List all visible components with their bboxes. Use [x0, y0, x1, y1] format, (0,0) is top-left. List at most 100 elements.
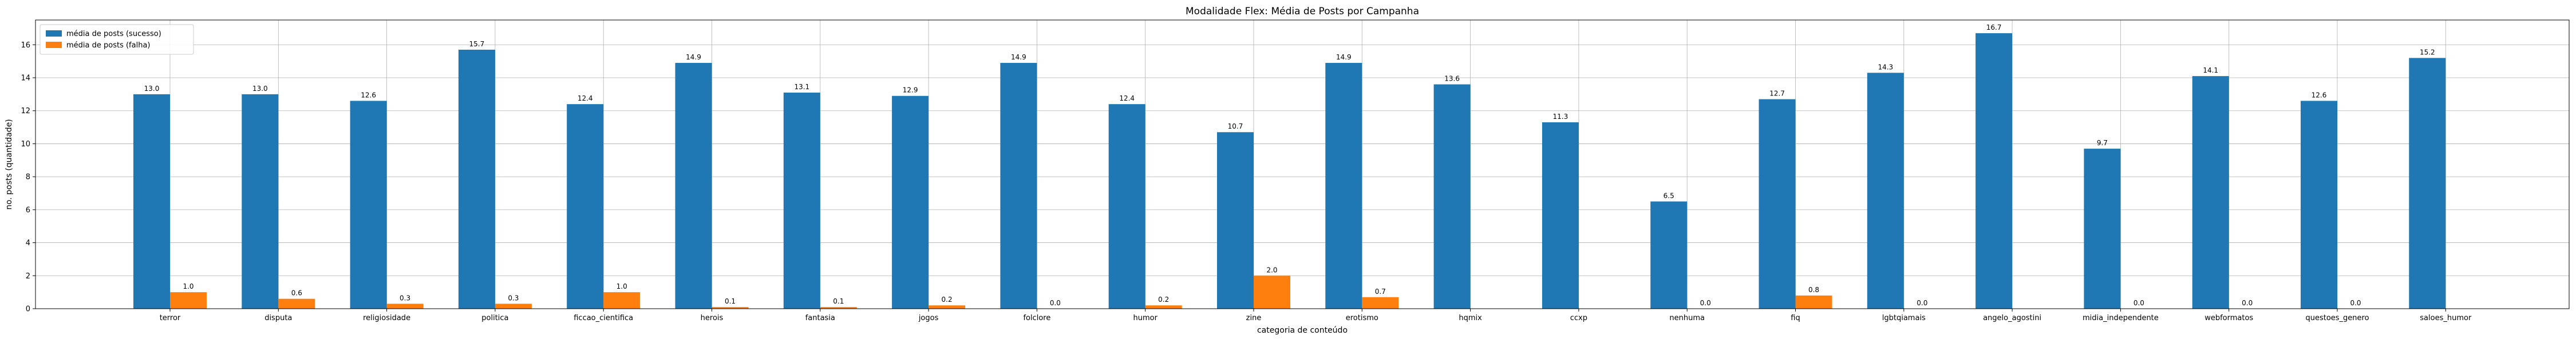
- data-label-sucesso: 12.6: [2312, 91, 2327, 99]
- x-tick-label: angelo_agostini: [1983, 314, 2041, 322]
- y-tick-label: 12: [21, 107, 30, 115]
- y-tick-label: 2: [26, 272, 30, 281]
- bar-falha: [929, 305, 966, 309]
- bar-sucesso: [133, 94, 170, 309]
- x-tick-label: ccxp: [1570, 314, 1587, 322]
- data-label-sucesso: 13.6: [1444, 75, 1460, 83]
- plot-area: [35, 20, 2569, 309]
- x-tick-label: fantasia: [805, 314, 835, 322]
- data-label-sucesso: 15.7: [469, 40, 485, 48]
- y-tick-label: 10: [21, 140, 30, 149]
- x-tick-label: questoes_genero: [2305, 314, 2369, 322]
- bar-falha: [1145, 305, 1182, 309]
- bar-sucesso: [2409, 58, 2446, 309]
- bar-sucesso: [2192, 76, 2229, 309]
- data-label-falha: 0.0: [1700, 299, 1711, 307]
- legend-swatch: [46, 42, 62, 48]
- legend-entry: média de posts (sucesso): [66, 30, 161, 38]
- data-label-falha: 0.0: [2350, 299, 2361, 307]
- x-tick-label: erotismo: [1346, 314, 1378, 322]
- chart-title: Modalidade Flex: Média de Posts por Camp…: [1186, 6, 1419, 17]
- bar-falha: [278, 298, 315, 309]
- data-label-sucesso: 10.7: [1228, 122, 1243, 130]
- data-label-sucesso: 13.0: [144, 85, 160, 93]
- data-label-falha: 0.6: [291, 289, 302, 297]
- bar-sucesso: [1000, 63, 1037, 309]
- bar-sucesso: [1108, 104, 1145, 309]
- data-label-sucesso: 12.4: [578, 94, 593, 102]
- bar-falha: [386, 304, 424, 309]
- bar-sucesso: [1759, 99, 1796, 309]
- y-axis-label: no. posts (quantidade): [5, 119, 14, 210]
- data-label-falha: 0.0: [1050, 299, 1061, 307]
- data-label-falha: 0.1: [833, 297, 844, 305]
- data-label-falha: 0.2: [1158, 296, 1169, 304]
- y-tick-label: 6: [26, 206, 30, 214]
- bar-sucesso: [892, 95, 929, 309]
- bar-sucesso: [1976, 33, 2013, 309]
- x-tick-label: zine: [1246, 314, 1262, 322]
- data-label-sucesso: 14.1: [2203, 66, 2218, 74]
- data-label-sucesso: 15.2: [2420, 48, 2435, 56]
- legend-swatch: [46, 30, 62, 37]
- bar-sucesso: [1650, 201, 1688, 309]
- x-tick-label: hqmix: [1459, 314, 1482, 322]
- bar-falha: [712, 307, 749, 309]
- data-label-sucesso: 12.7: [1769, 90, 1785, 98]
- bar-falha: [1795, 295, 1832, 309]
- bar-falha: [170, 292, 207, 309]
- bar-sucesso: [1217, 132, 1254, 309]
- x-tick-label: herois: [701, 314, 724, 322]
- x-tick-label: jogos: [918, 314, 939, 322]
- data-label-falha: 0.8: [1808, 286, 1819, 294]
- x-tick-label: terror: [160, 314, 181, 322]
- data-label-falha: 0.0: [2242, 299, 2253, 307]
- bar-falha: [1362, 297, 1399, 309]
- bar-sucesso: [2301, 101, 2337, 309]
- y-tick-label: 4: [26, 239, 30, 248]
- bar-falha: [1254, 276, 1290, 309]
- x-tick-label: fiq: [1791, 314, 1800, 322]
- x-tick-label: politica: [481, 314, 508, 322]
- y-tick-label: 8: [26, 173, 30, 182]
- x-tick-label: folclore: [1023, 314, 1050, 322]
- data-label-sucesso: 14.3: [1878, 63, 1893, 71]
- legend-box: [39, 24, 194, 55]
- data-label-falha: 0.1: [725, 297, 736, 305]
- data-label-sucesso: 6.5: [1664, 192, 1674, 200]
- y-tick-label: 14: [21, 74, 30, 83]
- data-label-falha: 0.0: [2134, 299, 2144, 307]
- x-tick-label: ficcao_cientifica: [574, 314, 633, 322]
- data-label-falha: 0.3: [400, 294, 410, 302]
- x-tick-label: nenhuma: [1669, 314, 1705, 322]
- x-tick-label: midia_independente: [2083, 314, 2159, 322]
- plot-frame: [35, 19, 2570, 309]
- data-label-sucesso: 13.0: [252, 85, 268, 93]
- bar-sucesso: [350, 101, 387, 309]
- bar-sucesso: [1433, 84, 1471, 309]
- y-tick-label: 16: [21, 41, 30, 50]
- bar-sucesso: [242, 94, 279, 309]
- data-label-sucesso: 14.9: [686, 53, 701, 61]
- data-label-sucesso: 11.3: [1553, 113, 1568, 121]
- bar-sucesso: [2084, 149, 2121, 309]
- x-tick-label: saloes_humor: [2420, 314, 2472, 322]
- data-label-sucesso: 9.7: [2097, 139, 2108, 147]
- data-label-sucesso: 14.9: [1336, 53, 1352, 61]
- x-tick-label: humor: [1133, 314, 1157, 322]
- data-label-falha: 0.2: [942, 296, 953, 304]
- data-label-sucesso: 12.6: [361, 91, 376, 99]
- data-label-sucesso: 16.7: [1986, 23, 2002, 31]
- data-label-falha: 0.3: [508, 294, 519, 302]
- bar-sucesso: [567, 104, 604, 309]
- x-tick-label: religiosidade: [363, 314, 410, 322]
- bar-sucesso: [1325, 63, 1362, 309]
- legend-entry: média de posts (falha): [66, 41, 151, 50]
- data-label-falha: 1.0: [183, 282, 193, 290]
- x-tick-label: disputa: [264, 314, 292, 322]
- data-label-sucesso: 12.9: [903, 86, 918, 94]
- bar-sucesso: [1542, 122, 1579, 309]
- y-tick-label: 0: [26, 305, 30, 314]
- bar-sucesso: [458, 49, 495, 309]
